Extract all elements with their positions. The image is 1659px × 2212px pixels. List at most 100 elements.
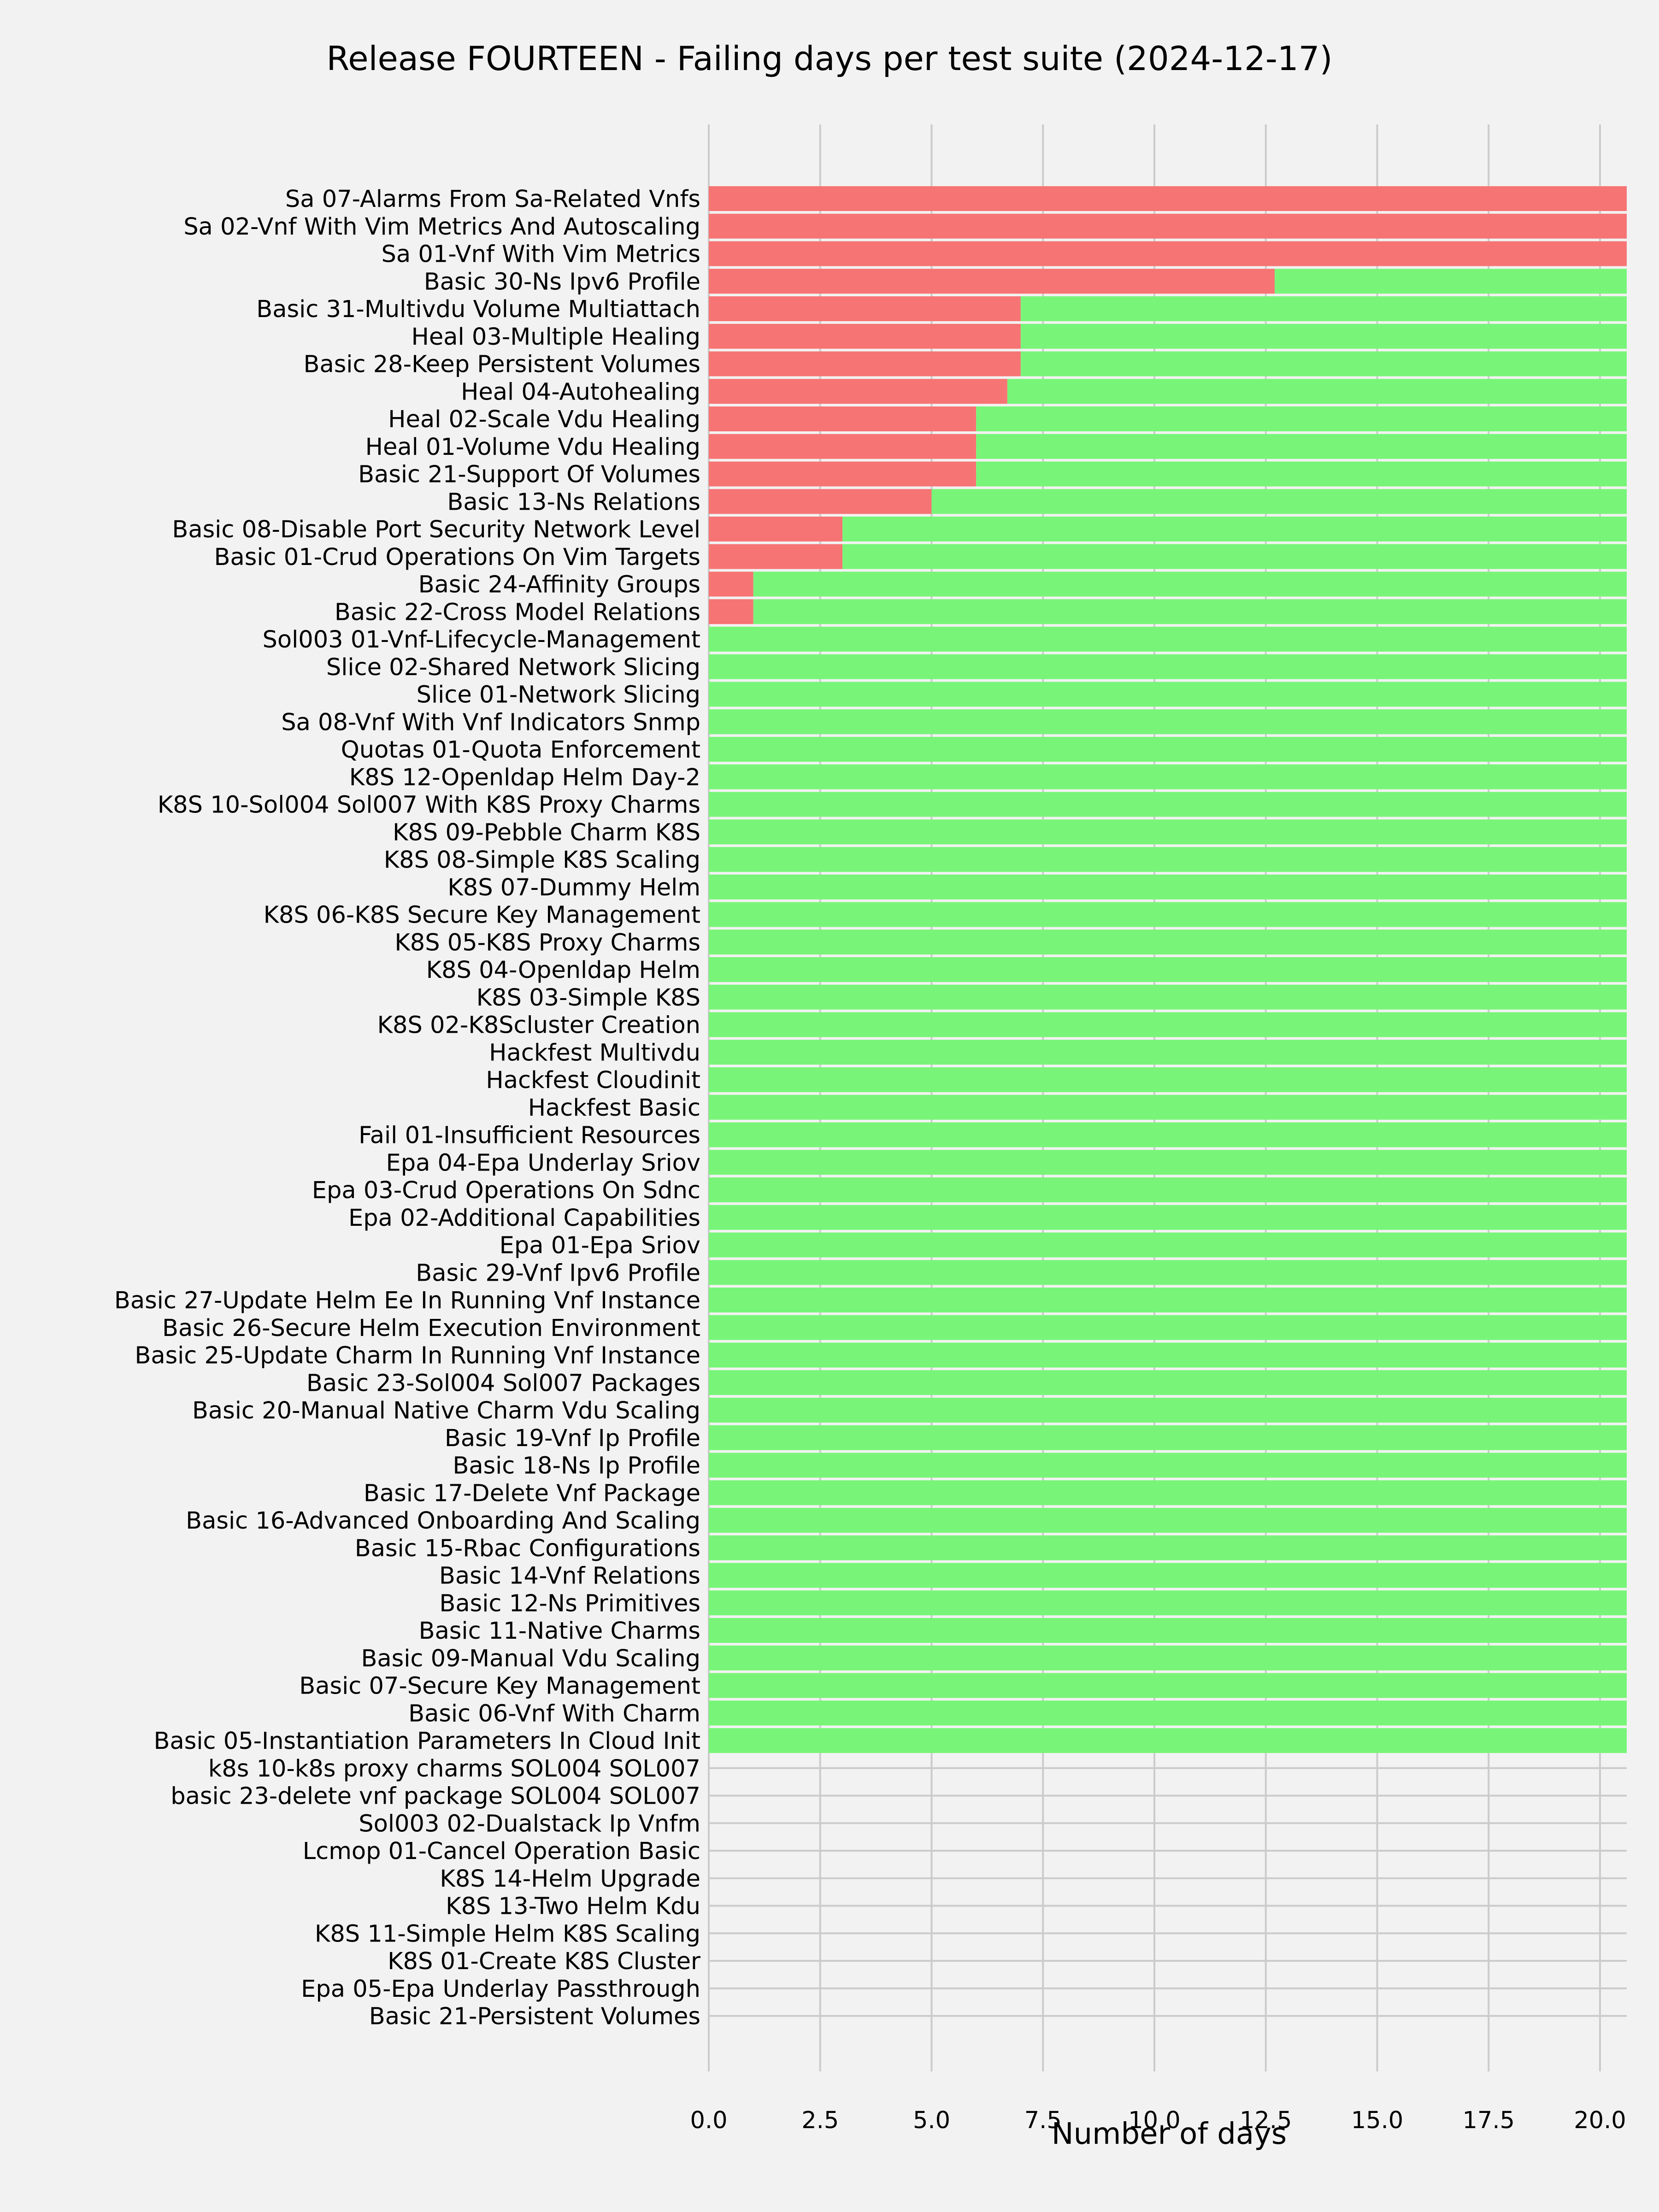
category-label: Basic 21-Persistent Volumes [369, 2003, 700, 2030]
bar-passing [709, 1590, 1627, 1616]
x-tick-label: 5.0 [913, 2107, 950, 2134]
category-label: Hackfest Basic [528, 1094, 700, 1122]
bar-failing [709, 461, 977, 487]
category-label: Basic 31-Multivdu Volume Multiattach [256, 296, 700, 323]
bar-passing [1007, 379, 1627, 404]
bar-passing [709, 1673, 1627, 1698]
category-label: Basic 06-Vnf With Charm [408, 1700, 700, 1727]
x-tick-label: 10.0 [1128, 2107, 1181, 2134]
category-label: Basic 01-Crud Operations On Vim Targets [214, 544, 700, 571]
x-tick-label: 15.0 [1351, 2107, 1404, 2134]
bar-failing [709, 599, 753, 624]
category-label: Sa 01-Vnf With Vim Metrics [382, 241, 700, 268]
category-label: K8S 09-Pebble Charm K8S [393, 819, 700, 846]
bar-passing [976, 461, 1627, 487]
category-label: Basic 29-Vnf Ipv6 Profile [416, 1259, 700, 1287]
category-label: Basic 26-Secure Helm Execution Environme… [162, 1315, 700, 1342]
bar-passing [709, 1122, 1627, 1147]
bar-passing [709, 1645, 1627, 1671]
category-label: Sa 07-Alarms From Sa-Related Vnfs [285, 186, 700, 213]
bar-passing [931, 489, 1627, 514]
bar-passing [709, 1700, 1627, 1726]
category-label: k8s 10-k8s proxy charms SOL004 SOL007 [208, 1755, 700, 1783]
bar-passing [709, 1535, 1627, 1560]
category-label: Basic 08-Disable Port Security Network L… [172, 516, 700, 543]
category-label: Basic 13-Ns Relations [447, 488, 700, 516]
bar-passing [1020, 296, 1627, 321]
bar-passing [842, 544, 1627, 569]
bar-passing [709, 874, 1627, 900]
category-label: Epa 01-Epa Sriov [500, 1232, 700, 1259]
category-label: Sa 02-Vnf With Vim Metrics And Autoscali… [183, 213, 700, 241]
category-label: Sol003 01-Vnf-Lifecycle-Management [263, 626, 700, 653]
category-label: Heal 03-Multiple Healing [412, 324, 700, 351]
bar-passing [709, 1232, 1627, 1258]
bar-passing [709, 902, 1627, 927]
bar-passing [753, 599, 1627, 624]
bar-passing [709, 1398, 1627, 1423]
category-label: Quotas 01-Quota Enforcement [341, 736, 700, 764]
category-label: Basic 17-Delete Vnf Package [364, 1480, 700, 1507]
category-label: Basic 09-Manual Vdu Scaling [361, 1645, 700, 1672]
bar-failing [709, 296, 1021, 321]
bar-passing [709, 737, 1627, 762]
bar-passing [709, 1508, 1627, 1533]
bar-passing [709, 1205, 1627, 1230]
bar-passing [709, 984, 1627, 1010]
x-tick-label: 0.0 [690, 2107, 727, 2134]
bar-failing [709, 324, 1021, 349]
category-label: Basic 16-Advanced Onboarding And Scaling [186, 1507, 700, 1535]
category-label: K8S 03-Simple K8S [477, 984, 700, 1012]
bar-passing [709, 627, 1627, 652]
bar-passing [709, 1150, 1627, 1175]
bar-passing [976, 434, 1627, 459]
category-label: Fail 01-Insufficient Resources [359, 1122, 700, 1149]
bar-failing [709, 351, 1021, 377]
bar-passing [709, 819, 1627, 845]
category-label: K8S 06-K8S Secure Key Management [264, 902, 700, 929]
bar-passing [709, 654, 1627, 679]
bar-passing [709, 1370, 1627, 1395]
x-tick-label: 2.5 [801, 2107, 839, 2134]
bar-passing [709, 709, 1627, 735]
category-label: Basic 19-Vnf Ip Profile [445, 1425, 700, 1452]
bar-passing [709, 847, 1627, 872]
category-label: Sol003 02-Dualstack Ip Vnfm [359, 1810, 700, 1837]
bar-failing [709, 434, 977, 459]
bar-passing [1275, 269, 1627, 294]
x-tick-labels: 0.0 2.5 5.0 7.5 10.0 12.5 15.0 17.5 20.0 [690, 2107, 1626, 2134]
bar-passing [709, 1040, 1627, 1065]
bar-passing [709, 1012, 1627, 1037]
bar-failing [709, 213, 1627, 239]
category-label: K8S 14-Helm Upgrade [440, 1865, 700, 1893]
category-label: Basic 14-Vnf Relations [439, 1563, 700, 1590]
category-label: Basic 27-Update Helm Ee In Running Vnf I… [114, 1287, 700, 1314]
category-label: basic 23-delete vnf package SOL004 SOL00… [171, 1783, 700, 1810]
category-label: K8S 13-Two Helm Kdu [446, 1893, 700, 1920]
category-label: Basic 25-Update Charm In Running Vnf Ins… [135, 1342, 700, 1370]
bars [709, 186, 1627, 1753]
bar-passing [709, 792, 1627, 817]
category-label: Heal 01-Volume Vdu Healing [365, 434, 700, 461]
bar-passing [709, 1260, 1627, 1285]
bar-failing [709, 269, 1275, 294]
bar-failing [709, 379, 1007, 404]
bar-passing [709, 1480, 1627, 1506]
category-label: Basic 18-Ns Ip Profile [453, 1453, 700, 1480]
category-label: Basic 11-Native Charms [419, 1618, 700, 1645]
bar-passing [709, 957, 1627, 982]
bar-failing [709, 489, 932, 514]
category-label: Hackfest Cloudinit [486, 1067, 700, 1094]
category-label: Epa 04-Epa Underlay Sriov [386, 1149, 701, 1177]
category-label: K8S 04-Openldap Helm [426, 957, 700, 984]
category-label: Hackfest Multivdu [489, 1039, 700, 1066]
x-tick-label: 12.5 [1240, 2107, 1292, 2134]
category-label: Basic 30-Ns Ipv6 Profile [424, 268, 700, 295]
bar-passing [709, 1067, 1627, 1092]
category-label: Basic 24-Affinity Groups [418, 571, 700, 599]
x-tick-label: 20.0 [1574, 2107, 1626, 2134]
bar-passing [753, 571, 1627, 597]
bar-passing [709, 1453, 1627, 1478]
